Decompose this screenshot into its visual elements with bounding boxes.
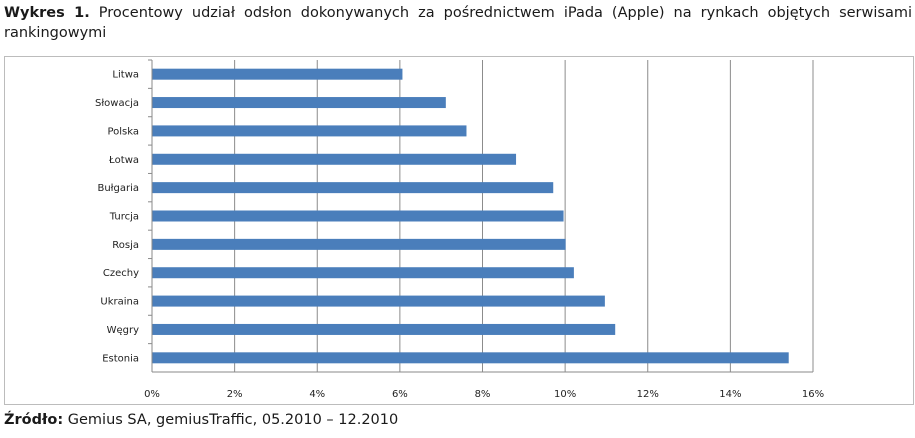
source-text: Gemius SA, gemiusTraffic, 05.2010 – 12.2… bbox=[67, 412, 399, 428]
x-tick-label: 14% bbox=[719, 389, 741, 400]
source-label: Źródło: bbox=[4, 412, 64, 428]
bar bbox=[152, 352, 789, 364]
bar bbox=[152, 323, 616, 335]
bar bbox=[152, 182, 554, 194]
x-tick-label: 8% bbox=[475, 389, 491, 400]
bar bbox=[152, 267, 574, 279]
bar bbox=[152, 68, 403, 80]
x-tick-label: 16% bbox=[802, 389, 824, 400]
x-tick-label: 12% bbox=[637, 389, 659, 400]
figure-number: Wykres 1. bbox=[4, 5, 90, 21]
category-label: Węgry bbox=[107, 325, 139, 336]
source-note: Źródło: Gemius SA, gemiusTraffic, 05.201… bbox=[4, 410, 398, 430]
bar bbox=[152, 295, 605, 307]
bar bbox=[152, 153, 517, 165]
x-tick-label: 10% bbox=[554, 389, 576, 400]
bar bbox=[152, 238, 566, 250]
chart-area bbox=[4, 56, 914, 405]
figure-title: Procentowy udział odsłon dokonywanych za… bbox=[4, 5, 912, 41]
x-tick-label: 0% bbox=[144, 389, 160, 400]
category-label: Ukraina bbox=[100, 297, 139, 308]
figure-caption: Wykres 1. Procentowy udział odsłon dokon… bbox=[4, 3, 912, 43]
category-label: Rosja bbox=[112, 240, 139, 251]
category-label: Turcja bbox=[109, 212, 139, 223]
x-tick-label: 4% bbox=[309, 389, 325, 400]
category-label: Polska bbox=[107, 126, 139, 137]
category-label: Łotwa bbox=[108, 155, 139, 166]
category-label: Bułgaria bbox=[97, 183, 139, 194]
bar bbox=[152, 210, 564, 222]
x-tick-label: 2% bbox=[227, 389, 243, 400]
category-label: Litwa bbox=[112, 70, 139, 81]
category-label: Czechy bbox=[103, 268, 139, 279]
x-tick-label: 6% bbox=[392, 389, 408, 400]
bar bbox=[152, 125, 467, 137]
category-label: Słowacja bbox=[95, 98, 139, 109]
bar bbox=[152, 97, 446, 109]
category-label: Estonia bbox=[102, 353, 139, 364]
